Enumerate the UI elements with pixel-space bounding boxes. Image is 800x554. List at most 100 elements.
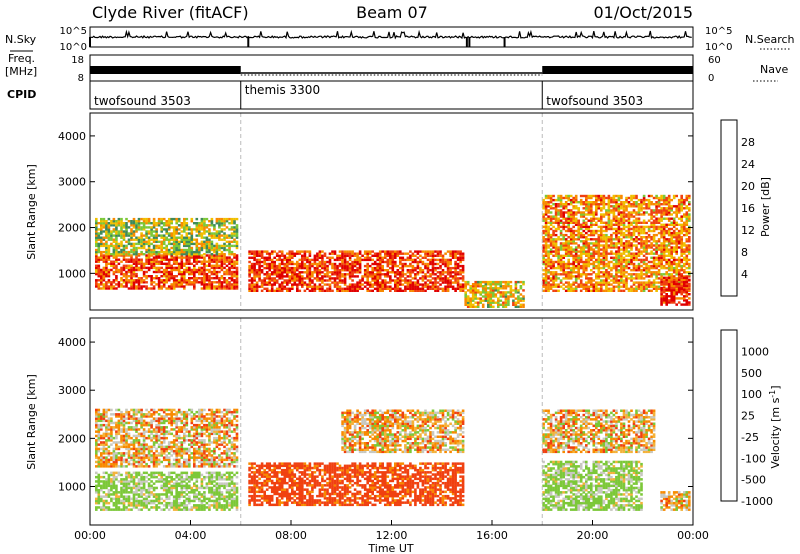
heatmap-cell <box>429 258 432 262</box>
heatmap-cell <box>672 221 676 224</box>
heatmap-cell <box>431 264 435 268</box>
heatmap-cell <box>592 201 596 204</box>
heatmap-cell <box>160 279 163 282</box>
heatmap-cell <box>100 283 103 286</box>
heatmap-cell <box>630 252 633 255</box>
heatmap-cell <box>175 283 178 286</box>
heatmap-cell <box>672 242 676 245</box>
heatmap-cell <box>459 285 462 288</box>
heatmap-cell <box>650 221 653 224</box>
heatmap-cell <box>152 244 156 248</box>
heatmap-cell <box>228 240 231 243</box>
heatmap-cell <box>296 285 299 288</box>
heatmap-cell <box>333 285 337 288</box>
heatmap-cell <box>150 250 153 254</box>
heatmap-cell <box>429 254 432 257</box>
heatmap-cell <box>316 279 319 282</box>
heatmap-cell <box>177 224 181 227</box>
heatmap-cell <box>401 252 405 255</box>
heatmap-cell <box>203 217 206 221</box>
heatmap-cell <box>622 236 626 239</box>
heatmap-cell <box>652 219 656 222</box>
heatmap-cell <box>323 266 327 270</box>
heatmap-cell <box>489 285 493 288</box>
heatmap-cell <box>602 258 606 262</box>
heatmap-cell <box>225 270 229 274</box>
heatmap-cell <box>167 224 171 227</box>
heatmap-cell <box>188 226 191 229</box>
heatmap-cell <box>645 231 648 235</box>
heatmap-cell <box>288 281 292 284</box>
heatmap-cell <box>559 242 563 245</box>
heatmap-cell <box>559 256 563 259</box>
heatmap-cell <box>255 275 259 278</box>
heatmap-cell <box>434 281 437 284</box>
heatmap-cell <box>683 258 686 262</box>
heatmap-cell <box>672 258 676 262</box>
heatmap-cell <box>441 279 445 282</box>
heatmap-cell <box>597 256 601 259</box>
heatmap-cell <box>431 273 435 276</box>
heatmap-cell <box>655 201 658 204</box>
heatmap-cell <box>190 262 194 265</box>
heatmap-cell <box>431 285 435 288</box>
heatmap-cell <box>213 272 216 276</box>
heatmap-cell <box>105 256 108 259</box>
heatmap-cell <box>625 225 628 229</box>
heatmap-cell <box>132 242 136 246</box>
heatmap-cell <box>353 287 357 290</box>
heatmap-cell <box>434 287 437 290</box>
heatmap-cell <box>617 203 621 206</box>
heatmap-cell <box>466 283 470 286</box>
heatmap-cell <box>105 230 108 233</box>
heatmap-cell <box>607 262 611 266</box>
heatmap-cell <box>376 287 379 290</box>
heatmap-cell <box>562 244 565 247</box>
heatmap-cell <box>172 260 176 263</box>
heatmap-cell <box>341 250 344 253</box>
heatmap-cell <box>564 196 568 200</box>
heatmap-cell <box>298 277 302 280</box>
heatmap-cell <box>640 258 643 262</box>
heatmap-cell <box>195 244 199 248</box>
heatmap-cell <box>426 252 430 255</box>
heatmap-cell <box>346 266 349 270</box>
heatmap-cell <box>662 194 666 198</box>
heatmap-cell <box>228 244 231 248</box>
heatmap-cell <box>587 264 591 268</box>
heatmap-cell <box>660 295 663 298</box>
heatmap-cell <box>481 280 485 284</box>
heatmap-cell <box>255 289 259 292</box>
heatmap-cell <box>582 287 586 290</box>
heatmap-cell <box>145 258 148 261</box>
heatmap-cell <box>162 253 166 256</box>
heatmap-cell <box>378 289 382 292</box>
heatmap-cell <box>140 277 143 280</box>
heatmap-cell <box>582 225 586 229</box>
heatmap-cell <box>615 227 618 231</box>
heatmap-cell <box>622 248 626 251</box>
heatmap-cell <box>147 236 151 239</box>
heatmap-cell <box>145 287 148 290</box>
heatmap-cell <box>291 275 294 278</box>
heatmap-cell <box>135 238 138 241</box>
heatmap-cell <box>683 271 686 274</box>
heatmap-cell <box>632 281 636 284</box>
heatmap-cell <box>142 234 146 237</box>
heatmap-cell <box>157 281 161 284</box>
heatmap-cell <box>587 262 591 266</box>
heatmap-cell <box>635 285 638 288</box>
heatmap-cell <box>562 223 565 226</box>
heatmap-cell <box>170 287 173 290</box>
heatmap-cell <box>140 287 143 290</box>
heatmap-cell <box>617 242 621 245</box>
heatmap-cell <box>313 271 317 274</box>
heatmap-cell <box>585 252 588 255</box>
heatmap-cell <box>389 271 392 274</box>
heatmap-cell <box>557 289 560 292</box>
heatmap-cell <box>672 233 676 237</box>
heatmap-cell <box>152 287 156 290</box>
heatmap-cell <box>213 264 216 267</box>
heatmap-cell <box>280 287 284 290</box>
heatmap-cell <box>585 194 588 198</box>
